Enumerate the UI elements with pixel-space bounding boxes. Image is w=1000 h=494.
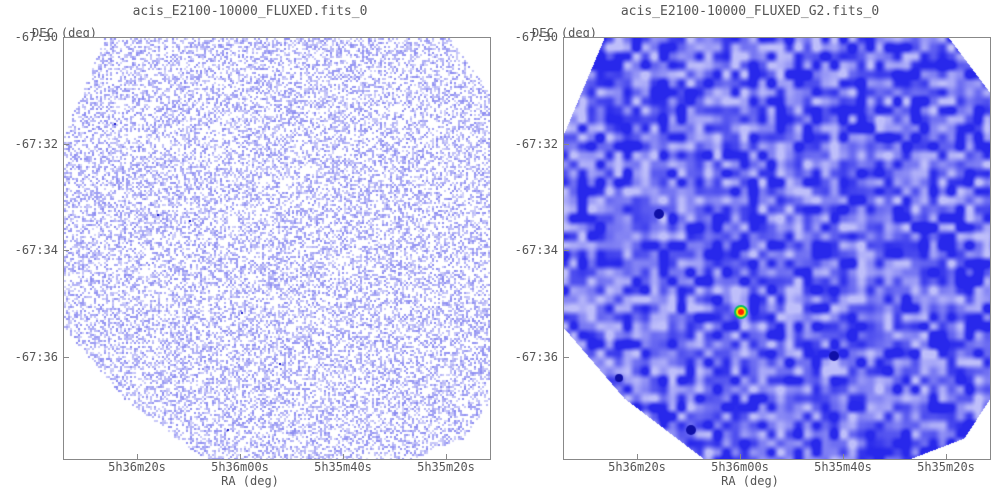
y-tick-mark [563,357,569,358]
y-tick-label: -67:34 [14,243,58,257]
y-tick-mark [63,37,69,38]
y-tick-mark [63,357,69,358]
y-tick-mark [63,250,69,251]
x-tick-label: 5h35m40s [314,460,372,474]
image-frame[interactable] [63,37,491,460]
y-tick-mark [563,250,569,251]
y-tick-label: -67:32 [14,137,58,151]
y-axis-label: DEC (deg) [32,26,98,40]
x-tick-label: 5h35m40s [814,460,872,474]
x-tick-mark [446,454,447,460]
y-tick-label: -67:32 [514,137,558,151]
y-tick-label: -67:30 [14,30,58,44]
x-tick-mark [843,454,844,460]
panel-title: acis_E2100-10000_FLUXED.fits_0 [132,4,368,19]
y-tick-label: -67:36 [514,350,558,364]
x-tick-label: 5h36m20s [608,460,666,474]
x-tick-label: 5h36m00s [711,460,769,474]
y-tick-label: -67:36 [14,350,58,364]
x-tick-mark [946,454,947,460]
y-tick-mark [563,37,569,38]
y-axis-label: DEC (deg) [532,26,598,40]
panel-title: acis_E2100-10000_FLUXED_G2.fits_0 [620,4,880,19]
x-tick-label: 5h36m00s [211,460,269,474]
x-tick-mark [343,454,344,460]
x-tick-label: 5h35m20s [417,460,475,474]
x-axis-label: RA (deg) [221,474,279,488]
x-tick-label: 5h36m20s [108,460,166,474]
y-tick-label: -67:30 [514,30,558,44]
panel-smoothed: acis_E2100-10000_FLUXED_G2.fits_0 DEC (d… [500,0,1000,494]
x-tick-mark [637,454,638,460]
y-tick-label: -67:34 [514,243,558,257]
image-canvas[interactable] [64,38,490,459]
x-tick-mark [740,454,741,460]
x-axis-label: RA (deg) [721,474,779,488]
image-frame[interactable] [563,37,991,460]
image-canvas[interactable] [564,38,990,459]
y-tick-mark [63,144,69,145]
y-tick-mark [563,144,569,145]
x-tick-mark [240,454,241,460]
x-tick-label: 5h35m20s [917,460,975,474]
panel-raw: acis_E2100-10000_FLUXED.fits_0 DEC (deg)… [14,4,491,488]
x-tick-mark [137,454,138,460]
